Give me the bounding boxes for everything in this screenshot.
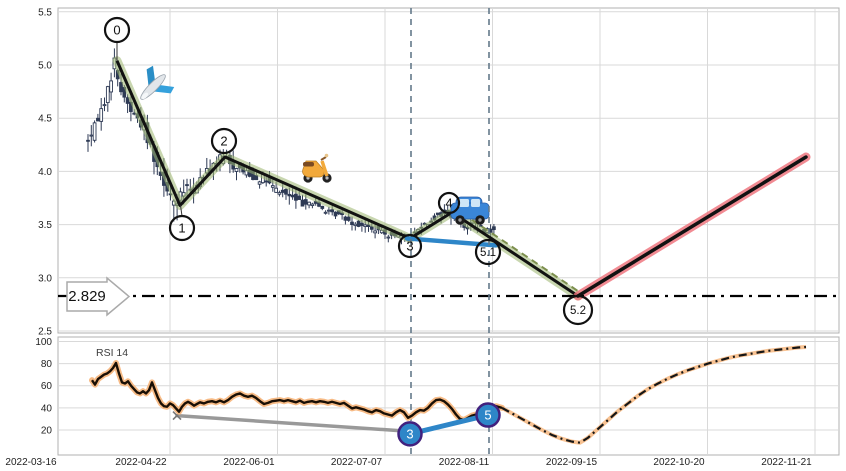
- main-y-tick: 3.0: [38, 273, 52, 284]
- wave-marker-5.1[interactable]: 5.1: [474, 238, 502, 266]
- wave-marker-1[interactable]: 1: [168, 214, 196, 242]
- wave-marker-2[interactable]: 2: [210, 127, 238, 155]
- rsi-y-tick: 100: [35, 337, 52, 348]
- rsi-wave-marker-3[interactable]: 3: [397, 421, 423, 447]
- rsi-3-5-blue-line[interactable]: [407, 412, 491, 437]
- x-axis-date-tick: 2022-04-22: [115, 457, 167, 468]
- svg-text:1: 1: [178, 221, 185, 236]
- svg-text:0: 0: [113, 23, 120, 38]
- main-y-tick: 2.5: [38, 327, 52, 338]
- x-axis-date-tick: 2022-07-07: [331, 457, 383, 468]
- rsi-y-tick: 80: [41, 359, 53, 370]
- scooter-emoji[interactable]: [302, 153, 332, 183]
- x-axis-date-tick: 2022-11-21: [761, 457, 812, 468]
- rsi-line: [89, 360, 505, 424]
- axis-tick-labels: 5.55.04.54.03.53.02.5100806040202022-03-…: [5, 7, 812, 468]
- rsi-y-tick: 40: [41, 403, 53, 414]
- svg-text:5: 5: [484, 408, 491, 423]
- airplane-emoji[interactable]: [129, 59, 181, 111]
- rsi-y-tick: 20: [41, 426, 53, 437]
- svg-text:2: 2: [220, 134, 227, 149]
- car-emoji[interactable]: [450, 196, 490, 225]
- panel-frames: [57, 7, 840, 456]
- svg-text:5.1: 5.1: [480, 247, 496, 259]
- wave-marker-3[interactable]: 3: [397, 233, 423, 259]
- wave-3-blue-line[interactable]: [404, 236, 499, 248]
- main-y-tick: 5.5: [38, 7, 52, 18]
- wave-marker-0[interactable]: 0: [103, 16, 131, 44]
- svg-text:3: 3: [406, 426, 413, 441]
- main-y-tick: 4.0: [38, 167, 52, 178]
- x-axis-date-tick: 2022-03-16: [5, 457, 57, 468]
- forecast-line[interactable]: [573, 152, 811, 301]
- x-axis-date-tick: 2022-08-11: [439, 457, 490, 468]
- svg-text:4: 4: [445, 196, 452, 211]
- chart-overlay-labels: RSI 14 2.829: [68, 288, 128, 359]
- rsi-wave-marker-5[interactable]: 5: [475, 402, 501, 428]
- main-y-tick: 3.5: [38, 220, 52, 231]
- parallel-channel-guide[interactable]: [451, 205, 583, 295]
- x-axis-date-tick: 2022-10-20: [653, 457, 705, 468]
- main-y-tick: 5.0: [38, 61, 52, 72]
- rsi-period-label: RSI 14: [96, 347, 128, 359]
- svg-text:3: 3: [406, 239, 413, 254]
- wave-marker-4[interactable]: 4: [437, 191, 461, 215]
- main-y-tick: 4.5: [38, 114, 52, 125]
- x-axis-date-tick: 2022-09-15: [546, 457, 598, 468]
- price-callout-arrow: [66, 276, 131, 317]
- svg-text:5.2: 5.2: [570, 305, 586, 317]
- wave-marker-5.2[interactable]: 5.2: [562, 294, 594, 326]
- rsi-forecast-line: [501, 344, 807, 445]
- x-axis-date-tick: 2022-06-01: [223, 457, 275, 468]
- emoji-stickers: [129, 59, 490, 225]
- wave-markers: 0 1 2 3 4 5.1 5.2: [103, 16, 594, 326]
- rsi-y-tick: 60: [41, 381, 53, 392]
- price-callout-value: 2.829: [68, 288, 106, 305]
- elliott-wave-line[interactable]: [112, 56, 583, 301]
